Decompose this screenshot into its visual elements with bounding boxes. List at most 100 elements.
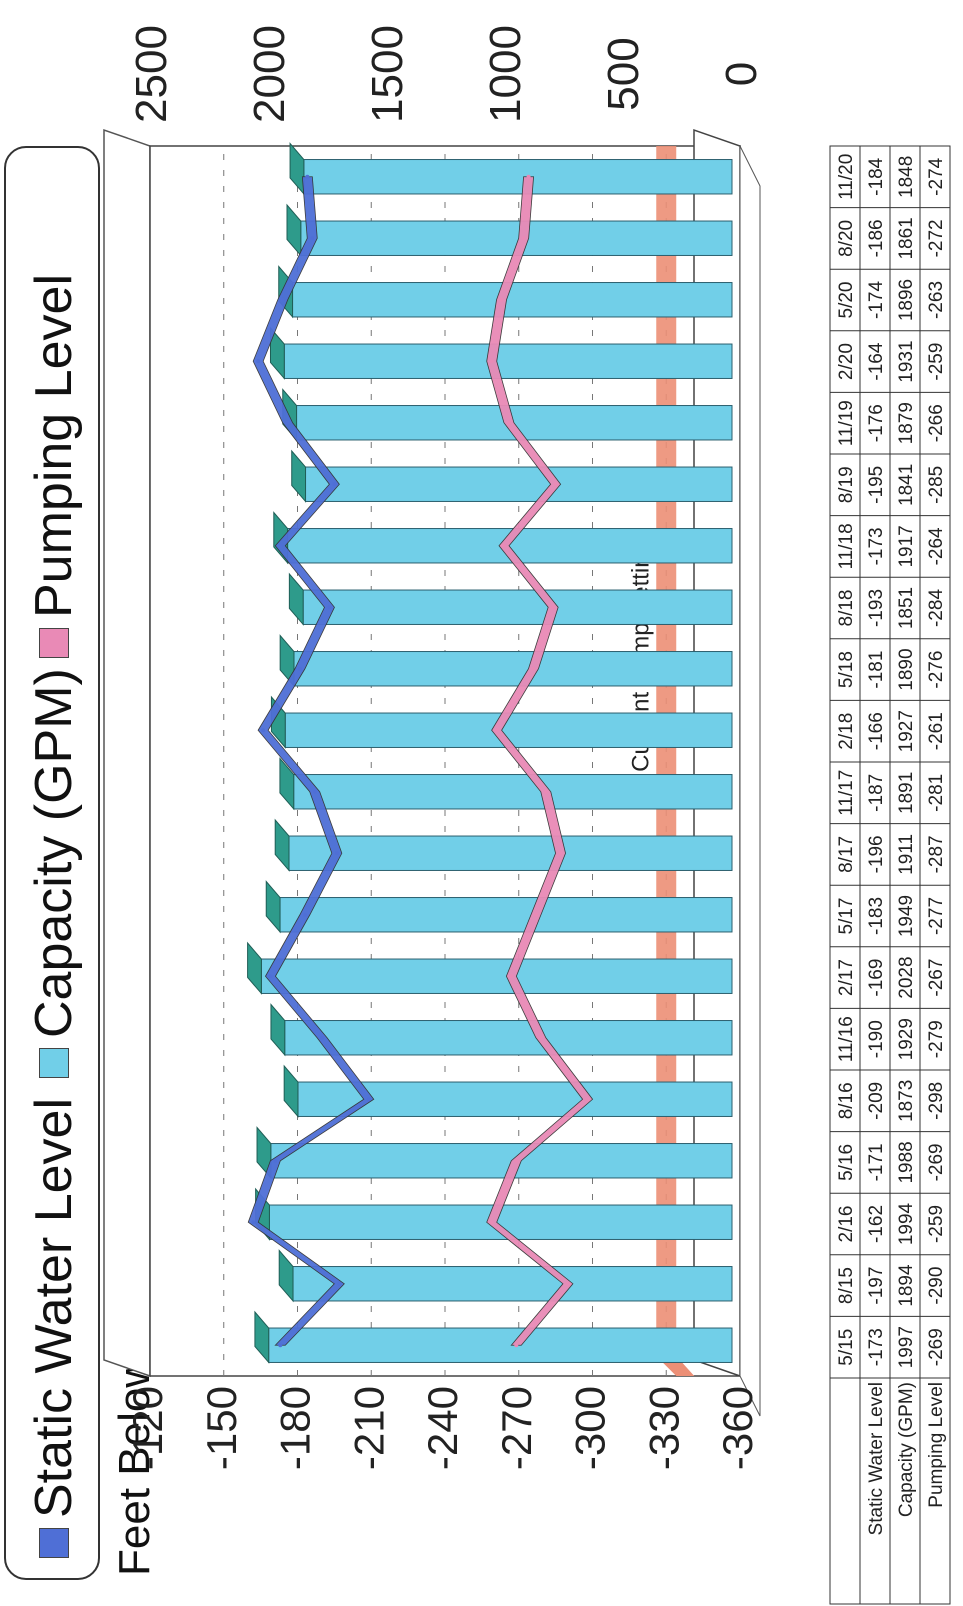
data-table-cell: -166 <box>866 712 887 750</box>
data-table-cell: -266 <box>926 404 947 442</box>
data-table-cell: 1894 <box>896 1264 917 1307</box>
static-water-level-point <box>320 1035 325 1040</box>
data-table-category: 8/17 <box>836 836 857 873</box>
static-water-level-point <box>337 1281 342 1286</box>
data-table-cell: 1927 <box>896 710 917 752</box>
static-water-level-point <box>251 1220 256 1225</box>
data-table-cell: 1861 <box>896 217 917 259</box>
pumping-level-point <box>585 1097 590 1102</box>
data-table-category: 5/15 <box>836 1329 857 1366</box>
data-table-cell: 1911 <box>896 834 917 875</box>
data-table-cell: -290 <box>926 1267 947 1305</box>
data-table-cell: -196 <box>866 835 887 873</box>
data-table-row-label: Pumping Level <box>926 1382 947 1508</box>
right-axis-tick-label: 0 <box>717 62 766 86</box>
data-table-cell: -195 <box>866 466 887 504</box>
capacity-bar <box>279 897 733 933</box>
static-water-level-point <box>268 974 273 979</box>
capacity-bar <box>302 589 733 625</box>
data-table-cell: 1891 <box>896 772 917 814</box>
data-table-cell: -184 <box>866 157 887 195</box>
pumping-level-point <box>494 728 499 733</box>
capacity-bar-top <box>279 757 295 811</box>
data-table-cell: 1988 <box>896 1141 917 1183</box>
data-table-cell: -279 <box>926 1020 947 1058</box>
data-table-cell: -274 <box>926 157 947 195</box>
data-table-cell: -176 <box>866 404 887 442</box>
pumping-level-point <box>499 297 504 302</box>
capacity-bar <box>284 1020 733 1056</box>
data-table-category: 2/20 <box>836 343 857 380</box>
pumping-level-point <box>489 1220 494 1225</box>
pumping-level-point <box>502 543 506 548</box>
data-table-cell: 1949 <box>896 895 917 937</box>
data-table-category: 11/19 <box>836 400 857 446</box>
data-table-cell: 1851 <box>896 587 917 629</box>
data-table-category: 2/18 <box>836 713 857 750</box>
static-water-level-point <box>297 666 302 671</box>
capacity-bar-top <box>289 142 305 196</box>
data-table-cell: -181 <box>866 651 887 689</box>
pumping-level-point <box>538 1035 543 1040</box>
capacity-bar-top <box>278 1249 294 1303</box>
data-table-cell: -298 <box>926 1082 947 1120</box>
static-water-level-point <box>278 543 283 548</box>
data-table-cell: -267 <box>926 959 947 997</box>
static-water-level-point <box>302 912 307 917</box>
static-water-level-point <box>278 1343 283 1348</box>
data-table-cell: -269 <box>926 1143 947 1181</box>
data-table-cell: 1873 <box>896 1080 917 1122</box>
data-table-category: 2/17 <box>836 959 857 996</box>
data-table-category: 5/18 <box>836 651 857 688</box>
capacity-bar <box>293 774 733 810</box>
data-table-cell: -284 <box>926 589 947 627</box>
capacity-bar-top <box>274 818 290 872</box>
right-axis-tick-label: 1500 <box>363 25 412 123</box>
data-table-cell: -173 <box>866 527 887 565</box>
pumping-level-point <box>526 174 531 179</box>
data-table-category: 8/16 <box>836 1082 857 1119</box>
data-table-category: 5/20 <box>836 282 857 319</box>
pumping-level-point <box>509 974 514 979</box>
left-axis-tick-label: -300 <box>567 1386 614 1470</box>
pumping-level-point <box>514 1343 519 1348</box>
data-table-cell: -287 <box>926 835 947 873</box>
data-table-cell: -169 <box>866 959 887 997</box>
capacity-bar-top <box>254 1310 270 1364</box>
pumping-level-point <box>551 605 556 610</box>
left-axis-tick-label: -240 <box>419 1386 466 1470</box>
data-table-cell: -259 <box>926 1205 947 1243</box>
static-water-level-point <box>261 728 266 733</box>
data-table-cell: -173 <box>866 1328 887 1366</box>
right-axis-tick-label: 500 <box>599 37 648 110</box>
data-table-cell: 1841 <box>896 464 917 506</box>
data-table-cell: -183 <box>866 897 887 935</box>
pumping-level-point <box>553 482 558 487</box>
data-table-category: 11/17 <box>836 770 857 816</box>
data-table-cell: 1890 <box>896 648 917 690</box>
pumping-level-point <box>514 1158 519 1163</box>
data-table-cell: -263 <box>926 281 947 319</box>
data-table-category: 8/15 <box>836 1267 857 1304</box>
data-table-cell: -259 <box>926 343 947 381</box>
static-water-level-point <box>285 420 290 425</box>
capacity-bar-top <box>288 572 304 626</box>
data-table-cell: -276 <box>926 651 947 689</box>
data-table-cell: 1917 <box>896 525 917 567</box>
capacity-bar-top <box>283 1064 299 1118</box>
data-table-cell: 1994 <box>896 1202 917 1245</box>
data-table-cell: -193 <box>866 589 887 627</box>
data-table-category: 8/18 <box>836 590 857 627</box>
plot-depth-ledge <box>739 145 761 1417</box>
capacity-bar <box>303 159 733 195</box>
pumping-level-point <box>489 359 494 364</box>
static-water-level-point <box>366 1097 371 1102</box>
data-table-cell: 1997 <box>896 1326 917 1368</box>
data-table-cell: -164 <box>866 342 887 380</box>
data-table-cell: -171 <box>866 1143 887 1181</box>
static-water-level-point <box>332 482 337 487</box>
data-table-row-label: Static Water Level <box>866 1382 887 1535</box>
data-table-cell: 1896 <box>896 279 917 321</box>
